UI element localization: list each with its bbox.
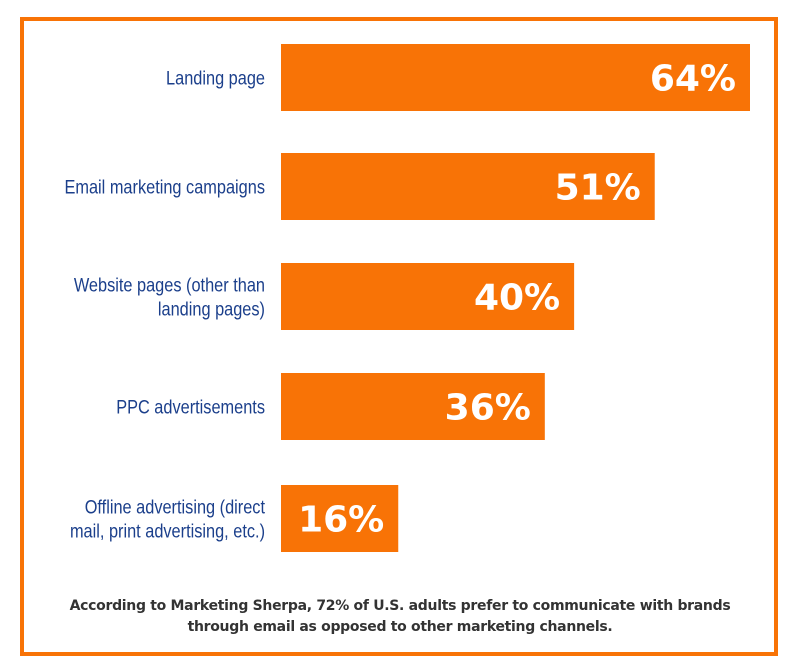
category-label-2: Email marketing campaigns — [64, 176, 265, 197]
data-label-3: 40% — [474, 278, 560, 319]
chart-frame — [20, 17, 778, 656]
category-label-4: PPC advertisements — [116, 396, 265, 417]
data-label-1: 64% — [650, 59, 736, 100]
bar-3 — [281, 263, 575, 330]
category-label-3: Website pages (other than landing pages) — [74, 274, 265, 319]
category-label-1: Landing page — [166, 67, 265, 88]
bar-1 — [281, 44, 750, 111]
category-label-5: Offline advertising (direct mail, print a… — [70, 496, 265, 541]
bar-2 — [281, 153, 655, 220]
data-label-5: 16% — [298, 500, 384, 541]
data-label-2: 51% — [555, 168, 641, 209]
bar-5 — [281, 485, 399, 552]
footnote-line-2: through email as opposed to other market… — [187, 619, 613, 635]
data-label-4: 36% — [445, 388, 531, 429]
footnote-line-1: According to Marketing Sherpa, 72% of U.… — [69, 598, 731, 614]
bar-4 — [281, 373, 545, 440]
footnote: According to Marketing Sherpa, 72% of U.… — [30, 596, 770, 638]
